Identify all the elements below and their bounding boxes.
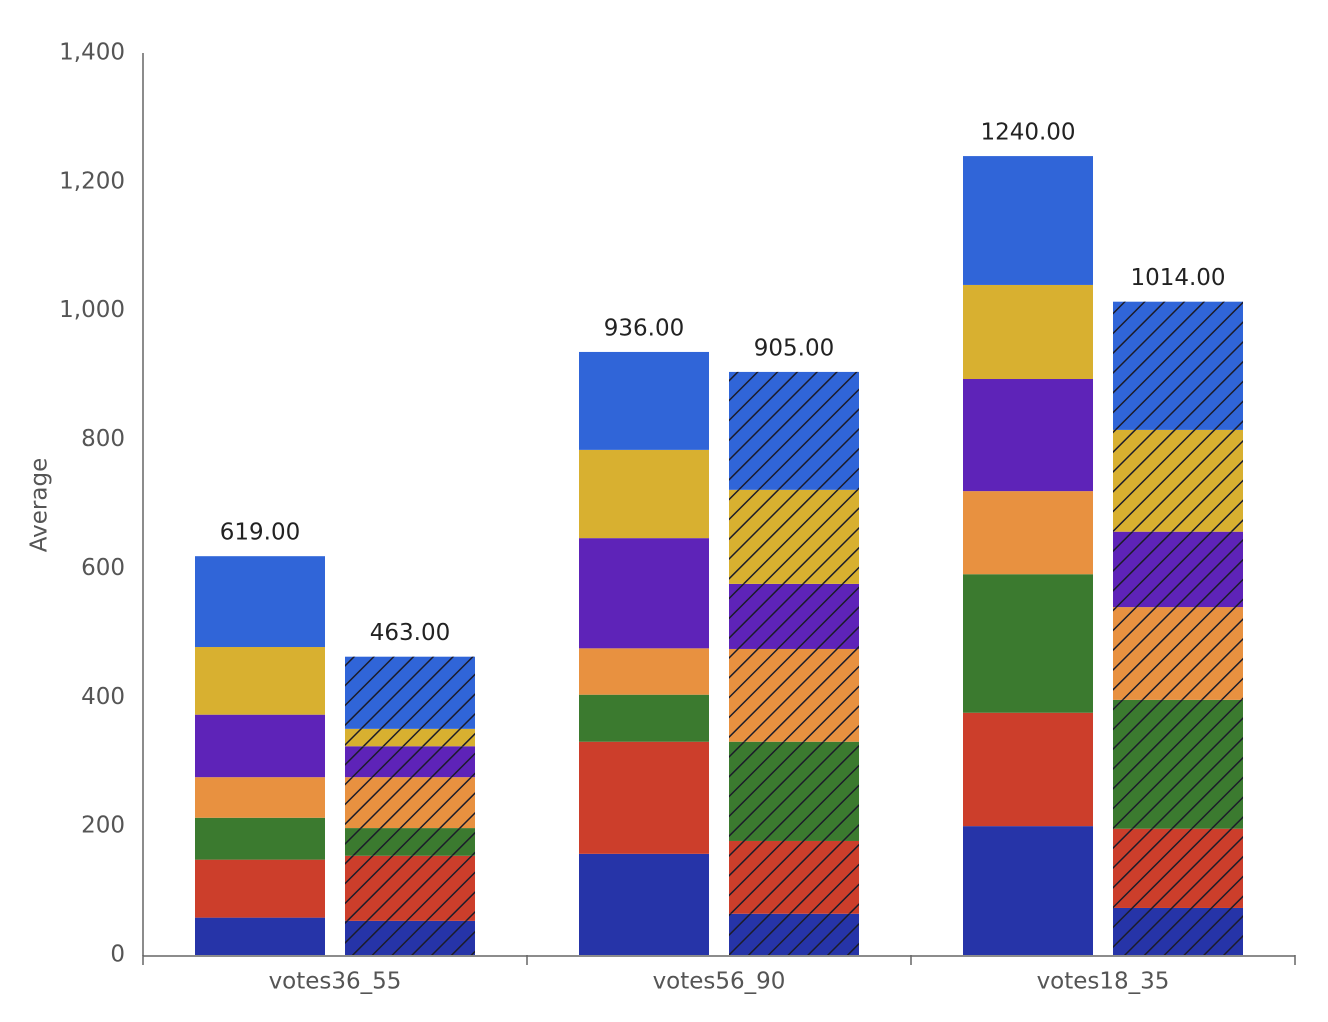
bar-segment	[963, 491, 1093, 575]
bar-segment	[579, 694, 709, 742]
bar-segment	[195, 714, 325, 778]
bar-segment	[579, 853, 709, 955]
hatch-overlay	[1113, 699, 1243, 829]
hatch-overlay	[345, 728, 475, 747]
total-label: 1014.00	[1130, 265, 1225, 291]
bar-segment	[195, 556, 325, 648]
hatch-overlay	[1113, 828, 1243, 908]
hatch-overlay	[345, 777, 475, 829]
bar-segment	[195, 817, 325, 860]
bar-segment	[579, 538, 709, 649]
bar-segment	[963, 826, 1093, 955]
bar-segment	[963, 574, 1093, 713]
hatch-overlay	[1113, 429, 1243, 532]
hatch-overlay	[1113, 301, 1243, 430]
bar-segment	[579, 351, 709, 450]
x-tick-label: votes56_90	[653, 969, 786, 995]
hatch-overlay	[729, 840, 859, 914]
y-tick-label: 200	[81, 813, 125, 839]
y-tick-label: 0	[110, 942, 125, 968]
bar-segment	[579, 449, 709, 539]
y-tick-label: 1,200	[59, 168, 125, 194]
y-tick-label: 1,400	[59, 40, 125, 66]
y-axis-label: Average	[27, 458, 53, 552]
bar-segment	[963, 379, 1093, 492]
bar-segment	[195, 859, 325, 918]
hatch-overlay	[729, 489, 859, 584]
hatch-overlay	[729, 371, 859, 490]
hatch-overlay	[729, 741, 859, 841]
hatch-overlay	[1113, 907, 1243, 955]
total-label: 619.00	[220, 520, 300, 546]
bar-segment	[963, 156, 1093, 285]
hatch-overlay	[345, 656, 475, 729]
y-tick-label: 1,000	[59, 297, 125, 323]
x-tick-label: votes36_55	[269, 969, 402, 995]
hatch-overlay	[345, 746, 475, 778]
total-label: 936.00	[604, 315, 684, 341]
hatch-overlay	[345, 920, 475, 955]
bar-segment	[963, 284, 1093, 380]
y-tick-label: 400	[81, 684, 125, 710]
hatch-overlay	[345, 855, 475, 921]
x-tick-label: votes18_35	[1037, 969, 1170, 995]
total-label: 905.00	[754, 335, 834, 361]
hatch-overlay	[729, 913, 859, 955]
bar-segment	[195, 917, 325, 955]
bar-segment	[579, 741, 709, 854]
bar-segment	[195, 647, 325, 715]
bar-segment	[579, 648, 709, 695]
y-tick-label: 600	[81, 555, 125, 581]
total-label: 463.00	[370, 620, 450, 646]
hatch-overlay	[345, 828, 475, 856]
hatch-overlay	[729, 648, 859, 742]
y-tick-label: 800	[81, 426, 125, 452]
bar-segment	[195, 777, 325, 818]
bar-segment	[963, 712, 1093, 827]
hatch-overlay	[729, 583, 859, 649]
hatch-overlay	[1113, 531, 1243, 608]
total-label: 1240.00	[980, 120, 1075, 146]
hatch-overlay	[1113, 607, 1243, 700]
